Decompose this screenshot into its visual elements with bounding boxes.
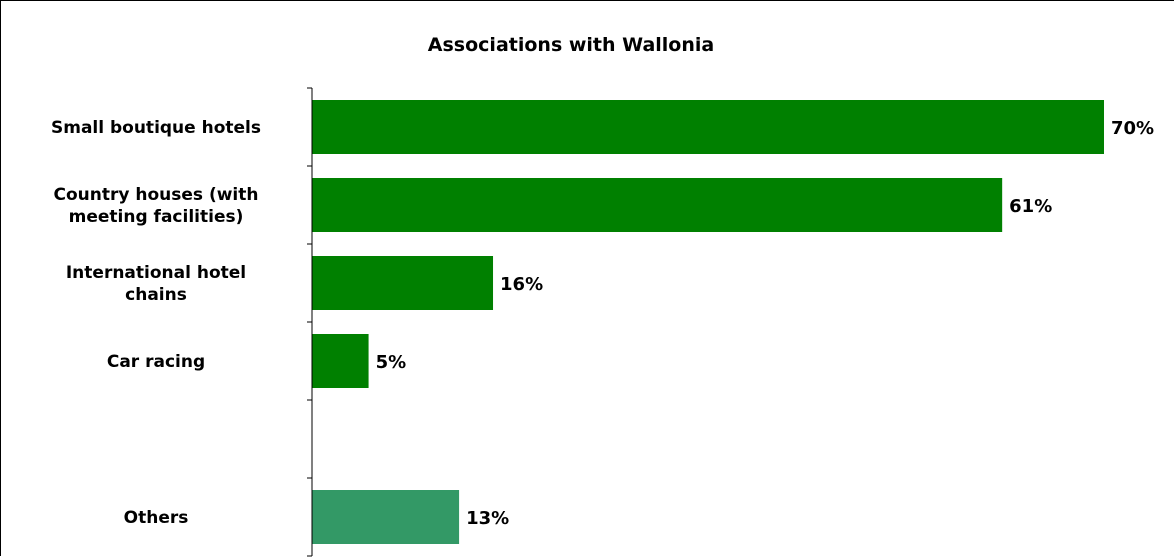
bars-layer: 70% Small boutique hotels 61% Country house… — [51, 100, 1154, 544]
bar — [312, 490, 460, 544]
data-label: 13% — [466, 508, 509, 529]
category-label: International hotel chains — [66, 263, 246, 305]
data-label: 61% — [1009, 196, 1052, 217]
bar — [312, 334, 369, 388]
category-label: Country houses (with meeting facilities) — [54, 185, 259, 227]
data-label: 16% — [500, 274, 543, 295]
category-label: Small boutique hotels — [51, 118, 261, 138]
data-label: 5% — [376, 352, 407, 373]
bar — [312, 256, 494, 310]
bar — [312, 178, 1003, 232]
chart-title: Associations with Wallonia — [428, 34, 714, 56]
category-label: Others — [124, 508, 189, 528]
y-axis — [307, 87, 313, 557]
bar — [312, 100, 1104, 154]
category-label: Car racing — [107, 352, 205, 372]
data-label: 70% — [1111, 118, 1154, 139]
